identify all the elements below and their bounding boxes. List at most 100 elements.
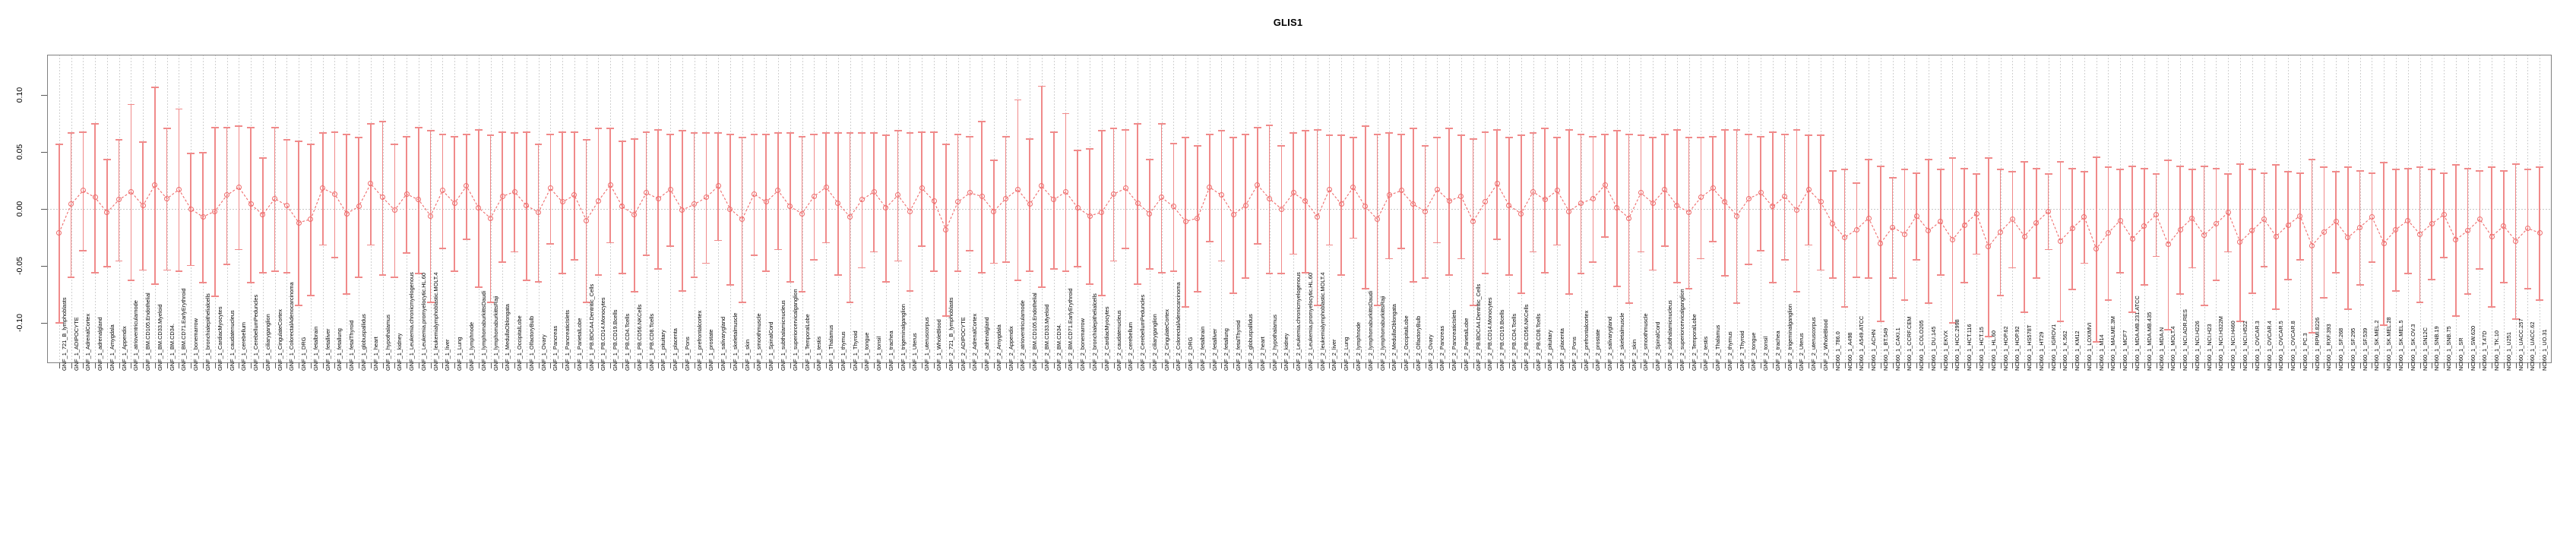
data-point[interactable] xyxy=(1686,210,1692,215)
data-point[interactable] xyxy=(2417,231,2423,237)
data-point[interactable] xyxy=(2225,210,2231,215)
data-point[interactable] xyxy=(2009,217,2015,223)
data-point[interactable] xyxy=(2213,221,2219,227)
data-point[interactable] xyxy=(1710,185,1716,191)
data-point[interactable] xyxy=(2021,233,2027,239)
data-point[interactable] xyxy=(1014,186,1021,192)
data-point[interactable] xyxy=(2369,214,2375,220)
data-point[interactable] xyxy=(1290,190,1296,196)
data-point[interactable] xyxy=(847,214,853,220)
data-point[interactable] xyxy=(1267,195,1273,201)
data-point[interactable] xyxy=(1182,219,1188,225)
data-point[interactable] xyxy=(2476,217,2483,223)
data-point[interactable] xyxy=(2249,228,2255,234)
data-point[interactable] xyxy=(1853,226,1859,232)
data-point[interactable] xyxy=(667,186,673,192)
data-point[interactable] xyxy=(1530,188,1536,194)
data-point[interactable] xyxy=(331,191,337,197)
data-point[interactable] xyxy=(104,210,110,215)
data-point[interactable] xyxy=(1350,184,1356,190)
data-point[interactable] xyxy=(1722,199,1728,205)
data-point[interactable] xyxy=(895,192,901,198)
data-point[interactable] xyxy=(823,184,829,190)
data-point[interactable] xyxy=(536,210,542,215)
data-point[interactable] xyxy=(236,184,242,190)
data-point[interactable] xyxy=(1890,224,1896,230)
data-point[interactable] xyxy=(2429,221,2435,227)
data-point[interactable] xyxy=(224,192,230,198)
data-point[interactable] xyxy=(164,195,170,201)
data-point[interactable] xyxy=(1518,210,1524,217)
data-point[interactable] xyxy=(1758,190,1764,196)
data-point[interactable] xyxy=(1734,213,1740,219)
data-point[interactable] xyxy=(1866,215,1872,221)
data-point[interactable] xyxy=(1422,208,1429,214)
data-point[interactable] xyxy=(2201,232,2207,239)
data-point[interactable] xyxy=(1698,194,1704,201)
data-point[interactable] xyxy=(451,200,457,206)
data-point[interactable] xyxy=(2129,236,2135,242)
data-point[interactable] xyxy=(2081,214,2087,220)
data-point[interactable] xyxy=(1051,197,1057,203)
data-point[interactable] xyxy=(1578,200,1584,206)
data-point[interactable] xyxy=(859,197,865,203)
data-point[interactable] xyxy=(2536,230,2543,236)
data-point[interactable] xyxy=(1255,182,1261,188)
data-point[interactable] xyxy=(644,190,650,196)
data-point[interactable] xyxy=(1830,221,1836,227)
data-point[interactable] xyxy=(2165,242,2171,248)
data-point[interactable] xyxy=(1554,188,1560,194)
data-point[interactable] xyxy=(439,188,445,194)
data-point[interactable] xyxy=(1170,204,1176,210)
data-point[interactable] xyxy=(2273,233,2279,239)
data-point[interactable] xyxy=(871,188,877,194)
data-point[interactable] xyxy=(524,202,530,208)
data-point[interactable] xyxy=(703,194,709,201)
data-point[interactable] xyxy=(188,206,194,212)
data-point[interactable] xyxy=(1398,188,1404,194)
data-point[interactable] xyxy=(1218,192,1224,198)
data-point[interactable] xyxy=(2321,229,2327,235)
data-point[interactable] xyxy=(2141,223,2147,229)
data-point[interactable] xyxy=(260,212,266,218)
data-point[interactable] xyxy=(356,204,362,210)
data-point[interactable] xyxy=(1386,192,1392,198)
data-point[interactable] xyxy=(176,186,182,192)
data-point[interactable] xyxy=(1302,198,1309,204)
data-point[interactable] xyxy=(1375,217,1380,223)
data-point[interactable] xyxy=(1901,231,1907,237)
data-point[interactable] xyxy=(979,193,985,199)
data-point[interactable] xyxy=(2513,238,2519,244)
data-point[interactable] xyxy=(1506,202,1512,208)
data-point[interactable] xyxy=(2177,226,2183,232)
data-point[interactable] xyxy=(476,204,482,210)
data-point[interactable] xyxy=(967,190,973,196)
data-point[interactable] xyxy=(416,197,422,203)
data-point[interactable] xyxy=(1039,183,1045,189)
data-point[interactable] xyxy=(691,201,698,207)
data-point[interactable] xyxy=(1745,195,1752,201)
data-point[interactable] xyxy=(559,199,565,205)
data-point[interactable] xyxy=(811,193,817,199)
data-point[interactable] xyxy=(739,217,745,223)
data-point[interactable] xyxy=(1638,190,1644,196)
data-point[interactable] xyxy=(1805,186,1812,192)
data-point[interactable] xyxy=(607,182,613,188)
data-point[interactable] xyxy=(2405,217,2411,223)
data-point[interactable] xyxy=(1338,201,1344,207)
data-point[interactable] xyxy=(1986,244,1992,250)
data-point[interactable] xyxy=(1434,186,1440,192)
data-point[interactable] xyxy=(2453,237,2459,243)
data-point[interactable] xyxy=(1446,198,1452,204)
data-point[interactable] xyxy=(943,226,949,232)
data-point[interactable] xyxy=(883,204,889,210)
data-point[interactable] xyxy=(991,208,997,214)
data-point[interactable] xyxy=(1147,210,1153,217)
data-point[interactable] xyxy=(1938,219,1944,225)
data-point[interactable] xyxy=(2489,233,2495,239)
data-point[interactable] xyxy=(1842,235,1848,241)
data-point[interactable] xyxy=(2501,223,2507,229)
data-point[interactable] xyxy=(308,217,314,223)
data-point[interactable] xyxy=(200,214,206,220)
data-point[interactable] xyxy=(1362,204,1369,210)
